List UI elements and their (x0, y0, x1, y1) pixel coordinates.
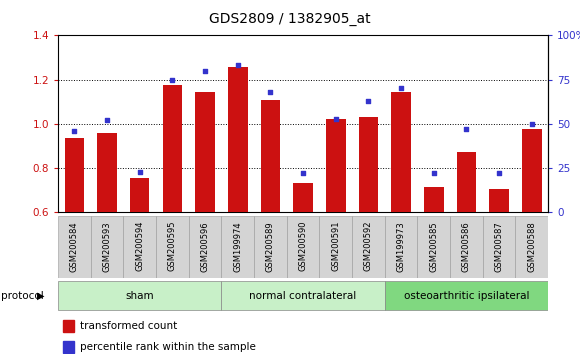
Bar (228, 68, 248, 212)
Text: protocol: protocol (1, 291, 43, 301)
Text: GSM200592: GSM200592 (364, 221, 373, 272)
Point (168, 77, 177, 82)
Point (266, 89, 275, 95)
Bar (156, 216, 188, 278)
Text: ▶: ▶ (37, 291, 44, 301)
Point (429, 171, 438, 176)
Text: GSM200593: GSM200593 (103, 221, 111, 272)
Bar (522, 130, 542, 212)
Bar (124, 216, 156, 278)
Text: GSM200589: GSM200589 (266, 221, 275, 272)
Text: GSM200587: GSM200587 (495, 221, 503, 272)
Bar (358, 117, 378, 212)
Point (233, 63, 242, 68)
Point (397, 86, 406, 91)
Text: GSM200586: GSM200586 (462, 221, 471, 272)
Bar (222, 216, 254, 278)
Text: GSM200591: GSM200591 (331, 221, 340, 272)
Bar (130, 178, 150, 212)
Bar (260, 99, 280, 212)
Bar (58, 281, 222, 310)
Bar (456, 152, 476, 212)
Bar (254, 216, 287, 278)
Bar (287, 216, 320, 278)
Bar (490, 189, 509, 212)
Point (527, 121, 536, 127)
Bar (450, 216, 483, 278)
Bar (293, 183, 313, 212)
Bar (97, 133, 117, 212)
Text: sham: sham (125, 291, 154, 301)
Bar (195, 92, 215, 212)
Text: GDS2809 / 1382905_at: GDS2809 / 1382905_at (209, 12, 371, 27)
Bar (385, 281, 548, 310)
Text: osteoarthritic ipsilateral: osteoarthritic ipsilateral (404, 291, 529, 301)
Bar (424, 187, 444, 212)
Text: GSM200596: GSM200596 (201, 221, 209, 272)
Text: GSM199973: GSM199973 (397, 221, 405, 272)
Bar (63, 320, 74, 332)
Text: normal contralateral: normal contralateral (249, 291, 357, 301)
Text: GSM200595: GSM200595 (168, 221, 177, 272)
Bar (90, 216, 124, 278)
Bar (64, 138, 84, 212)
Bar (392, 92, 411, 212)
Bar (63, 341, 74, 353)
Point (462, 126, 471, 132)
Point (494, 171, 503, 176)
Bar (58, 216, 90, 278)
Bar (385, 216, 418, 278)
Bar (418, 216, 450, 278)
Text: GSM200585: GSM200585 (429, 221, 438, 272)
Point (102, 118, 111, 123)
Point (298, 171, 307, 176)
Bar (326, 120, 346, 212)
Bar (222, 281, 385, 310)
Bar (162, 85, 182, 212)
Bar (516, 216, 548, 278)
Point (201, 68, 210, 74)
Bar (483, 216, 516, 278)
Text: GSM200594: GSM200594 (135, 221, 144, 272)
Text: GSM200584: GSM200584 (70, 221, 79, 272)
Point (135, 169, 144, 175)
Point (364, 98, 373, 104)
Bar (188, 216, 222, 278)
Text: transformed count: transformed count (80, 321, 177, 331)
Text: percentile rank within the sample: percentile rank within the sample (80, 342, 256, 352)
Text: GSM200588: GSM200588 (527, 221, 536, 272)
Text: GSM200590: GSM200590 (299, 221, 307, 272)
Bar (320, 216, 352, 278)
Point (70, 128, 79, 134)
Point (331, 116, 340, 121)
Text: GSM199974: GSM199974 (233, 221, 242, 272)
Bar (352, 216, 385, 278)
